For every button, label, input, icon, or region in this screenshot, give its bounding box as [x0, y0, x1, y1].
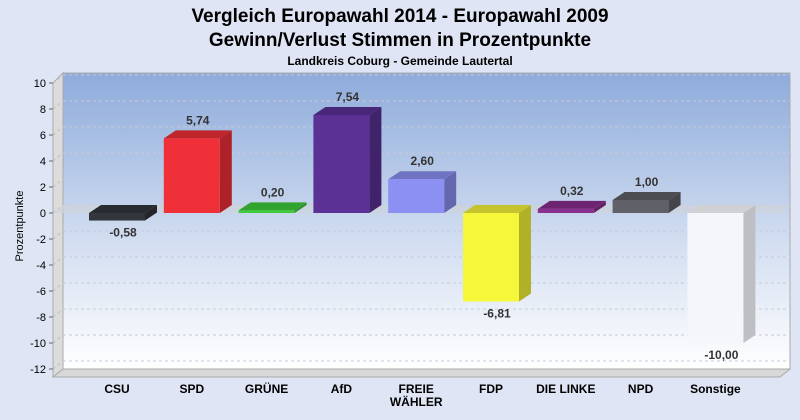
bar [687, 213, 744, 343]
x-tick-label: WÄHLER [390, 394, 443, 409]
x-tick-label: NPD [628, 382, 654, 396]
grid-diag [52, 308, 64, 318]
y-tick-label: 10 [34, 78, 46, 90]
bar-side [668, 192, 681, 213]
grid-diag [52, 74, 64, 84]
chart-subtitle: Gewinn/Verlust Stimmen in Prozentpunkte [209, 30, 591, 51]
grid-diag [52, 152, 64, 162]
grid-diag [52, 360, 64, 370]
grid-diag [52, 100, 64, 110]
bar-side [294, 202, 307, 213]
x-tick-label: SPD [179, 382, 204, 396]
grid-diag [52, 126, 64, 136]
chart-subtitle2: Landkreis Coburg - Gemeinde Lautertal [287, 54, 512, 68]
bar [89, 213, 145, 221]
data-label: -10,00 [704, 348, 738, 362]
bar [463, 213, 519, 302]
grid-diag [52, 282, 64, 292]
grid-diag [52, 230, 64, 240]
bar-top [163, 130, 232, 139]
y-tick-label: -4 [36, 260, 46, 272]
x-tick-label: FREIE [399, 382, 434, 396]
bar [238, 210, 295, 213]
y-tick-label: -2 [36, 234, 46, 246]
y-tick-label: 2 [40, 182, 46, 194]
x-tick-label: Sonstige [690, 382, 741, 396]
data-label: 0,20 [261, 185, 285, 199]
y-tick-label: -12 [30, 364, 46, 376]
x-tick-label: AfD [331, 382, 353, 396]
bar-top [89, 205, 157, 213]
bar [163, 138, 220, 213]
y-tick-label: 0 [40, 208, 46, 220]
bar-top [388, 171, 457, 180]
chart-title: Vergleich Europawahl 2014 - Europawahl 2… [191, 6, 608, 27]
bar-side [444, 171, 457, 213]
bar [388, 179, 445, 213]
x-tick-label: DIE LINKE [536, 382, 595, 396]
bar-top [687, 205, 756, 213]
bar [537, 208, 594, 213]
bar-side [219, 130, 232, 213]
bar [612, 200, 669, 213]
bar-top [612, 192, 681, 200]
plot-back [62, 72, 791, 370]
bar-side [743, 205, 756, 343]
bar-top [238, 202, 307, 211]
data-label: 7,54 [336, 90, 360, 104]
bar [313, 114, 370, 213]
x-tick-label: FDP [479, 382, 503, 396]
x-tick-label: CSU [104, 382, 129, 396]
grid-diag [52, 334, 64, 344]
y-tick-label: 6 [40, 130, 46, 142]
bar-side [519, 205, 531, 302]
data-label: 1,00 [635, 175, 659, 189]
bar-top [463, 205, 531, 213]
bar-side [593, 200, 606, 213]
y-axis-label: Prozentpunkte [14, 191, 26, 262]
data-label: -6,81 [483, 307, 511, 321]
data-label: -0,58 [109, 226, 137, 240]
data-label: 2,60 [411, 154, 435, 168]
x-tick-label: GRÜNE [245, 381, 288, 396]
grid-diag [52, 256, 64, 266]
y-tick-label: -10 [30, 338, 46, 350]
y-tick-label: 4 [40, 156, 46, 168]
data-label: 0,32 [560, 184, 584, 198]
y-tick-label: 8 [40, 104, 46, 116]
bar-top [537, 200, 606, 209]
bar-top [313, 106, 382, 115]
bar-side [369, 106, 382, 213]
data-label: 5,74 [186, 113, 210, 127]
y-tick-label: -6 [36, 286, 46, 298]
grid-diag [52, 178, 64, 188]
y-tick-label: -8 [36, 312, 46, 324]
left-wall [52, 71, 64, 379]
bar-side [145, 205, 157, 221]
floor [51, 368, 792, 378]
